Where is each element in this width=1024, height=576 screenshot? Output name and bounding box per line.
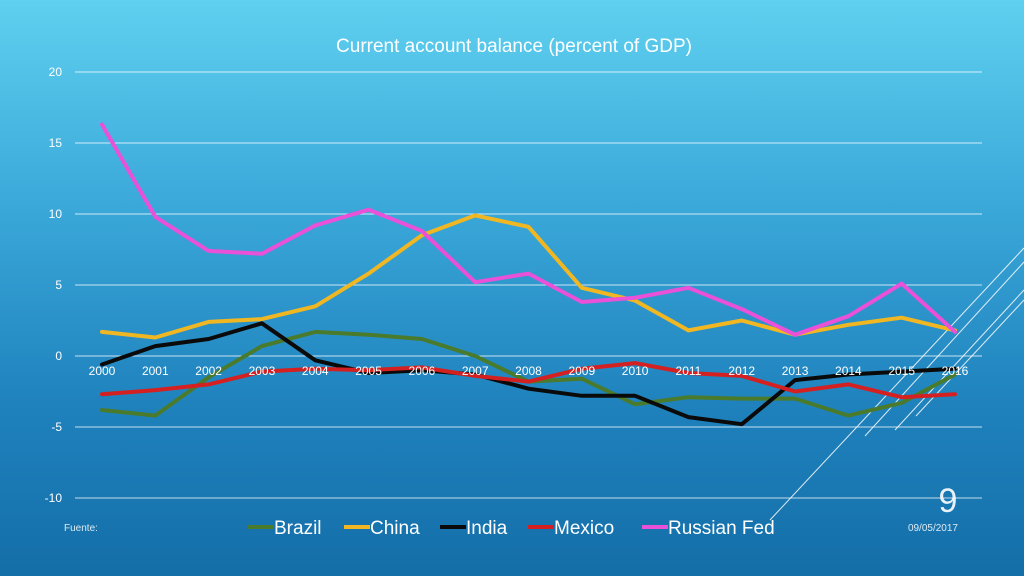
x-tick-label: 2004 — [302, 364, 329, 378]
legend-item-brazil: Brazil — [248, 518, 322, 539]
grid — [75, 71, 982, 499]
series-line-china — [100, 213, 957, 340]
y-tick-label: -5 — [51, 420, 62, 434]
y-tick-label: 10 — [49, 207, 63, 221]
x-tick-label: 2016 — [942, 364, 969, 378]
series-lines — [100, 122, 957, 427]
legend-item-china: China — [344, 518, 420, 539]
legend-label: Russian Fed — [668, 518, 775, 539]
y-axis-ticks: 20 15 10 5 0 -5 -10 — [45, 65, 63, 505]
series-line-russian-fed — [100, 122, 957, 337]
x-tick-label: 2012 — [728, 364, 755, 378]
x-tick-label: 2005 — [355, 364, 382, 378]
y-tick-label: 20 — [49, 65, 63, 79]
legend-label: Brazil — [274, 518, 322, 539]
legend-label: India — [466, 518, 508, 539]
legend: Brazil China India Mexico Russian Fed — [248, 518, 775, 539]
legend-item-india: India — [440, 518, 508, 539]
x-tick-label: 2003 — [249, 364, 276, 378]
x-tick-label: 2000 — [89, 364, 116, 378]
x-tick-label: 2002 — [195, 364, 222, 378]
legend-label: Mexico — [554, 518, 614, 539]
x-tick-label: 2006 — [409, 364, 436, 378]
legend-label: China — [370, 518, 420, 539]
series-line-mexico — [100, 361, 957, 400]
x-tick-label: 2014 — [835, 364, 862, 378]
x-tick-label: 2008 — [515, 364, 542, 378]
x-tick-label: 2009 — [568, 364, 595, 378]
x-tick-label: 2011 — [676, 364, 702, 378]
legend-item-russian-fed: Russian Fed — [642, 518, 775, 539]
x-axis-ticks: 2000 2001 2002 2003 2004 2005 2006 2007 2008 2009… — [89, 364, 969, 378]
y-tick-label: 15 — [49, 136, 63, 150]
y-tick-label: 5 — [55, 278, 62, 292]
legend-item-mexico: Mexico — [528, 518, 614, 539]
x-tick-label: 2015 — [888, 364, 915, 378]
series-line-india — [100, 321, 957, 427]
slide-number: 9 — [939, 482, 958, 520]
x-tick-label: 2010 — [622, 364, 649, 378]
x-tick-label: 2001 — [142, 364, 169, 378]
x-tick-label: 2013 — [782, 364, 809, 378]
chart-title: Current account balance (percent of GDP) — [336, 36, 692, 57]
y-tick-label: 0 — [55, 349, 62, 363]
source-label: Fuente: — [64, 523, 98, 534]
x-tick-label: 2007 — [462, 364, 489, 378]
y-tick-label: -10 — [45, 491, 63, 505]
slide-date: 09/05/2017 — [908, 523, 958, 534]
